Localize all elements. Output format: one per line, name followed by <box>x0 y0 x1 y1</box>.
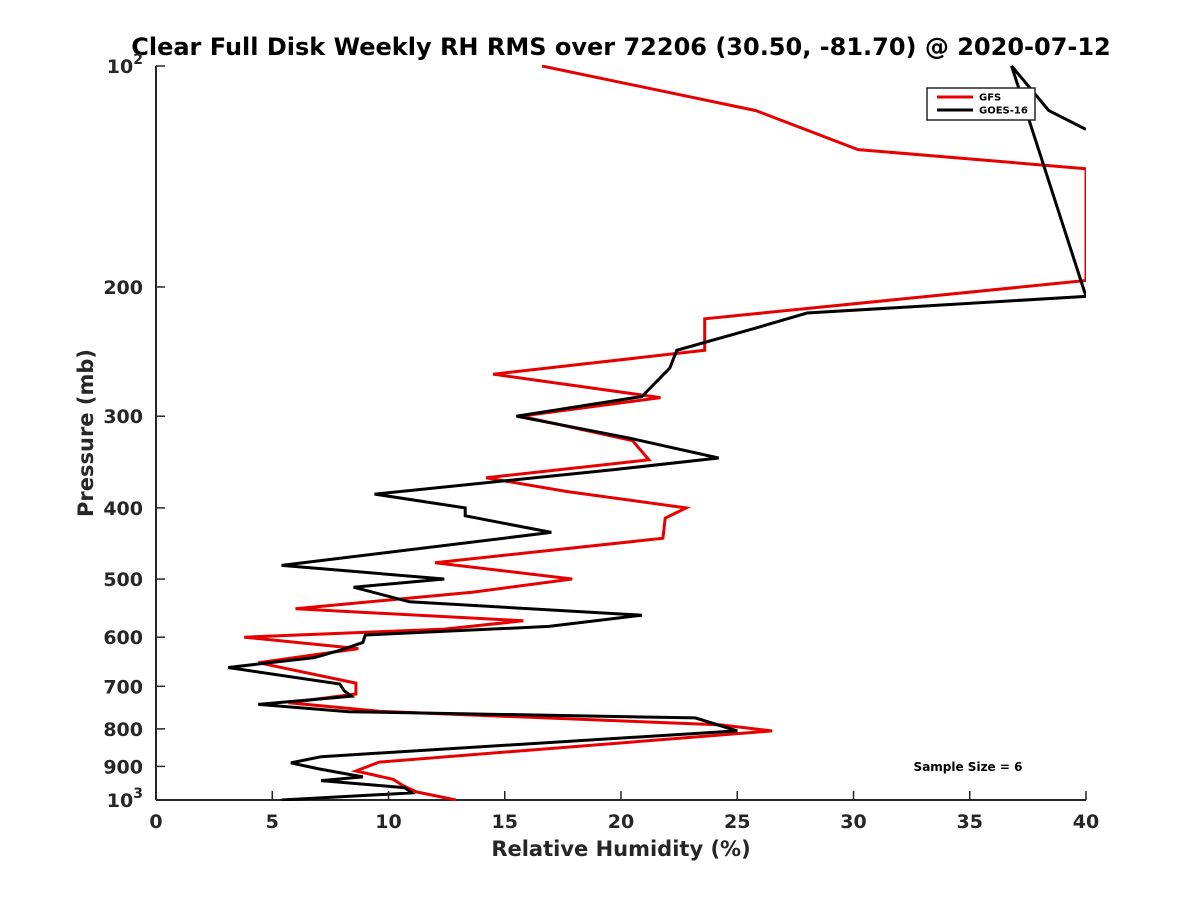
y-tick-label: 102 <box>107 52 143 78</box>
series-line-gfs <box>244 65 1086 801</box>
y-axis-label: Pressure (mb) <box>74 349 98 517</box>
legend: GFS GOES-16 <box>926 87 1036 121</box>
x-tick-label: 10 <box>375 811 401 833</box>
x-axis: 0 5 10 15 20 25 30 35 40 <box>149 791 1099 833</box>
y-tick-label: 103 <box>107 786 143 812</box>
y-tick-label: 700 <box>103 676 143 698</box>
y-tick-label: 600 <box>103 627 143 649</box>
x-tick-label: 40 <box>1073 811 1099 833</box>
sample-size-annotation: Sample Size = 6 <box>914 760 1023 774</box>
y-tick-label: 800 <box>103 719 143 741</box>
x-tick-label: 35 <box>957 811 983 833</box>
y-tick-label: 500 <box>103 569 143 591</box>
x-tick-label: 0 <box>149 811 162 833</box>
y-tick-label: 300 <box>103 406 143 428</box>
x-tick-label: 30 <box>840 811 866 833</box>
x-tick-label: 15 <box>492 811 518 833</box>
y-tick-label: 900 <box>103 756 143 778</box>
legend-label: GFS <box>979 93 1001 104</box>
series-line-goes-16 <box>227 65 1086 801</box>
legend-box <box>926 87 1036 121</box>
x-tick-label: 5 <box>266 811 279 833</box>
y-tick-label: 400 <box>103 498 143 520</box>
x-tick-label: 25 <box>724 811 750 833</box>
chart-title: Clear Full Disk Weekly RH RMS over 72206… <box>131 33 1111 61</box>
plot-area <box>155 65 1086 801</box>
y-tick-label: 200 <box>103 277 143 299</box>
x-tick-label: 20 <box>608 811 634 833</box>
x-axis-label: Relative Humidity (%) <box>491 837 750 861</box>
series-lines <box>227 65 1086 801</box>
y-axis: 102 200 300 400 500 600 700 800 900 103 <box>103 52 165 812</box>
legend-label: GOES-16 <box>979 106 1028 117</box>
